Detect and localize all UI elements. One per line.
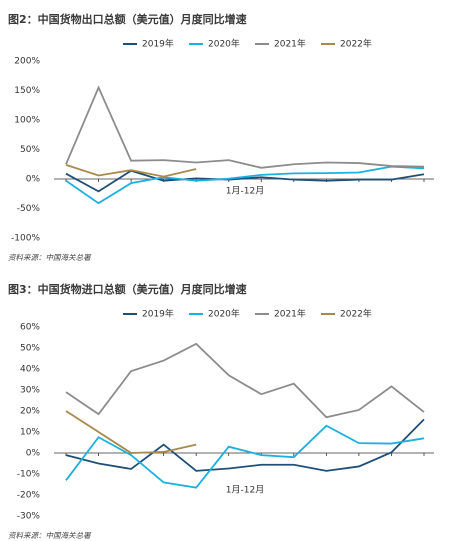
source-note: 资料来源：中国海关总署 (8, 531, 92, 540)
y-tick-label: -30% (17, 512, 41, 522)
series-line (65, 342, 425, 419)
legend-label: 2021年 (274, 38, 306, 50)
y-tick-label: -100% (11, 234, 40, 244)
y-tick-label: -50% (17, 204, 41, 214)
chart-title: 图3：中国货物进口总额（美元值）月度同比增速 (8, 282, 247, 296)
series-line (65, 410, 197, 454)
legend-label: 2020年 (208, 38, 240, 50)
y-tick-label: 30% (20, 386, 40, 396)
y-tick-label: 10% (20, 428, 40, 438)
y-tick-label: -20% (17, 491, 41, 501)
series-line (65, 169, 425, 193)
y-tick-label: 100% (14, 116, 40, 126)
y-tick-label: 60% (20, 323, 40, 333)
y-tick-label: 50% (20, 145, 40, 155)
series-line (65, 418, 425, 472)
legend-label: 2019年 (142, 38, 174, 50)
source-note: 资料来源：中国海关总署 (8, 253, 92, 262)
y-tick-label: 200% (14, 57, 40, 67)
series-line (65, 163, 197, 178)
legend-label: 2022年 (340, 308, 372, 320)
series-line (65, 165, 425, 205)
y-tick-label: -10% (17, 470, 41, 480)
legend-label: 2022年 (340, 38, 372, 50)
legend-label: 2021年 (274, 308, 306, 320)
y-tick-label: 150% (14, 86, 40, 96)
y-tick-label: 0% (26, 175, 41, 185)
legend-label: 2020年 (208, 308, 240, 320)
y-tick-label: 0% (26, 449, 41, 459)
chart-title: 图2：中国货物出口总额（美元值）月度同比增速 (8, 12, 247, 26)
legend-label: 2019年 (142, 308, 174, 320)
y-tick-label: 20% (20, 407, 40, 417)
x-axis-label: 1月-12月 (226, 485, 264, 496)
series-line (65, 85, 425, 169)
y-tick-label: 50% (20, 344, 40, 354)
x-axis-label: 1月-12月 (226, 186, 264, 197)
y-tick-label: 40% (20, 365, 40, 375)
series-line (65, 424, 425, 489)
